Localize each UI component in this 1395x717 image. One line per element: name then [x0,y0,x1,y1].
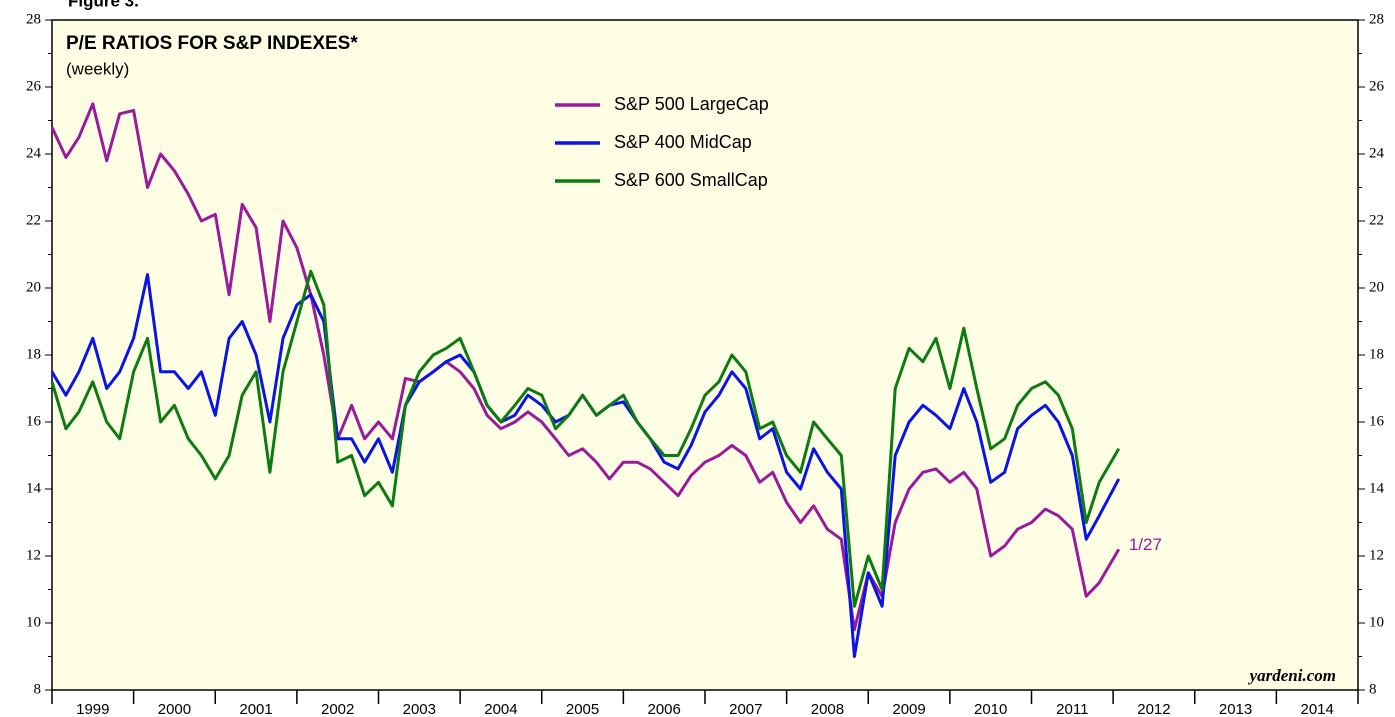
y2-tick-label: 14 [1369,480,1385,496]
legend-label: S&P 600 SmallCap [614,170,768,190]
y-tick-label: 20 [26,279,41,295]
y-tick-label: 10 [26,614,41,630]
series-line [50,269,1121,608]
y2-tick-label: 24 [1369,145,1385,161]
y2-tick-label: 16 [1369,413,1385,429]
y-tick-label: 8 [34,681,42,697]
y2-tick-label: 28 [1369,11,1384,27]
legend-label: S&P 500 LargeCap [614,94,769,114]
x-tick-label: 1999 [76,701,109,717]
x-tick-label: 2009 [892,701,925,717]
x-tick-label: 2002 [321,701,354,717]
x-tick-label: 2011 [1056,701,1088,717]
x-tick-label: 2003 [403,701,436,717]
y2-tick-label: 20 [1369,279,1384,295]
x-tick-label: 2008 [811,701,844,717]
chart-subtitle: (weekly) [66,59,129,78]
x-tick-label: 2010 [974,701,1007,717]
y2-tick-label: 8 [1369,681,1377,697]
x-tick-label: 2005 [566,701,599,717]
x-tick-label: 2001 [239,701,272,717]
y2-tick-label: 10 [1369,614,1384,630]
y-tick-label: 26 [26,78,42,94]
y-tick-label: 22 [26,212,41,228]
y-tick-label: 12 [26,547,41,563]
legend-label: S&P 400 MidCap [614,132,752,152]
y-tick-label: 18 [26,346,41,362]
figure-label: Figure 3. [68,0,139,10]
x-tick-label: 2006 [648,701,681,717]
y-tick-label: 16 [26,413,42,429]
y2-tick-label: 12 [1369,547,1384,563]
x-tick-label: 2000 [158,701,191,717]
y-tick-label: 28 [26,11,41,27]
source: yardeni.com [1248,666,1336,685]
y2-tick-label: 18 [1369,346,1384,362]
chart-title: P/E RATIOS FOR S&P INDEXES* [66,33,358,54]
plot-area [51,19,1359,691]
y2-tick-label: 22 [1369,212,1384,228]
x-tick-label: 2007 [729,701,762,717]
y-tick-label: 14 [26,480,42,496]
x-tick-label: 2013 [1219,701,1252,717]
series-line [50,102,1121,632]
x-tick-label: 2012 [1137,701,1170,717]
y-tick-label: 24 [26,145,42,161]
annotation: 1/27 [1129,535,1162,554]
y2-tick-label: 26 [1369,78,1385,94]
x-tick-label: 2014 [1301,701,1334,717]
x-tick-label: 2004 [484,701,517,717]
